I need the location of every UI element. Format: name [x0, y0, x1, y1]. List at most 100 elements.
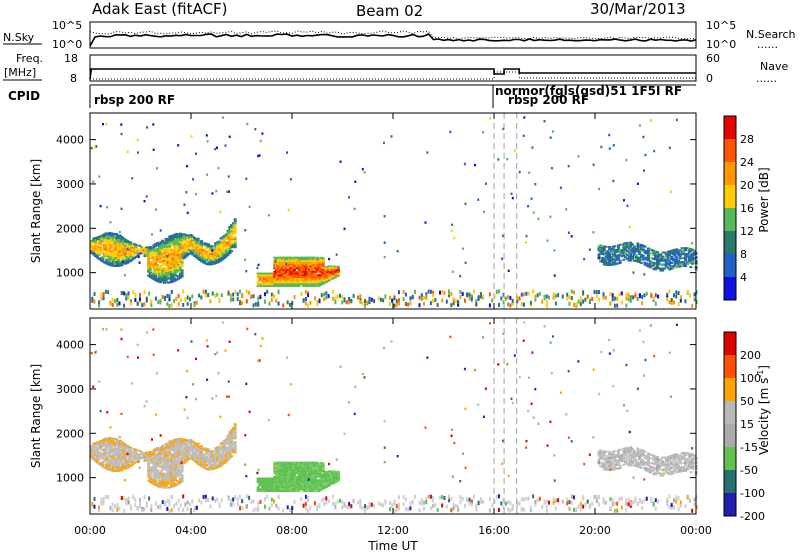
power-echo-cell — [171, 278, 175, 281]
power-echo-cell — [645, 291, 648, 296]
power-echo-cell — [364, 303, 366, 308]
velocity-echo-cell — [101, 463, 105, 466]
power-echo-cell — [673, 262, 677, 265]
power-echo-cell — [194, 242, 198, 245]
velocity-echo-cell — [196, 462, 200, 465]
power-echo-cell — [152, 256, 156, 259]
velocity-echo-cell — [113, 452, 117, 454]
velocity-echo-cell — [592, 368, 595, 371]
power-echo-cell — [530, 197, 533, 200]
power-echo-cell — [189, 234, 193, 236]
velocity-echo-cell — [233, 437, 237, 440]
power-echo-cell — [171, 266, 175, 269]
velocity-echo-cell — [306, 484, 310, 487]
velocity-echo-cell — [124, 457, 128, 460]
power-echo-cell — [184, 297, 187, 302]
velocity-echo-cell — [248, 410, 251, 413]
power-echo-cell — [666, 250, 670, 253]
velocity-echo-cell — [668, 459, 672, 462]
power-echo-cell — [370, 297, 373, 302]
velocity-echo-cell — [212, 463, 216, 466]
velocity-echo-cell — [99, 452, 103, 455]
power-echo-cell — [177, 293, 180, 298]
velocity-echo-cell — [655, 460, 659, 462]
velocity-echo-cell — [184, 454, 188, 457]
velocity-echo-cell — [109, 426, 112, 429]
cpid-label: CPID — [8, 89, 40, 103]
velocity-echo-cell — [106, 442, 110, 445]
power-echo-cell — [684, 249, 688, 252]
velocity-echo-cell — [296, 483, 299, 485]
velocity-echo-cell — [527, 410, 530, 413]
velocity-echo-cell — [154, 450, 158, 453]
power-echo-cell — [166, 249, 170, 252]
power-echo-cell — [122, 245, 126, 248]
velocity-echo-cell — [691, 457, 695, 460]
power-echo-cell — [185, 250, 189, 253]
power-echo-cell — [109, 236, 113, 239]
power-echo-cell — [432, 290, 435, 295]
power-echo-cell — [166, 294, 169, 298]
velocity-echo-cell — [164, 472, 168, 475]
velocity-echo-cell — [136, 455, 140, 458]
power-echo-cell — [307, 303, 310, 308]
velocity-echo-cell — [602, 452, 606, 455]
power-echo-cell — [645, 250, 649, 253]
power-echo-cell — [661, 251, 665, 254]
velocity-echo-cell — [178, 439, 182, 442]
velocity-echo-cell — [634, 463, 638, 465]
power-echo-cell — [221, 244, 225, 247]
velocity-echo-cell — [353, 412, 356, 416]
power-echo-cell — [228, 232, 232, 234]
velocity-echo-cell — [161, 482, 165, 485]
power-echo-cell — [139, 292, 141, 297]
power-echo-cell — [184, 249, 188, 252]
power-echo-cell — [92, 239, 96, 242]
power-echo-cell — [186, 301, 189, 306]
power-echo-cell — [312, 283, 316, 286]
velocity-echo-cell — [259, 344, 262, 348]
power-echo-cell — [92, 247, 96, 250]
velocity-echo-cell — [648, 457, 652, 460]
velocity-echo-cell — [159, 486, 163, 489]
velocity-echo-cell — [219, 464, 223, 467]
power-echo-cell — [608, 252, 612, 254]
power-echo-cell — [173, 277, 177, 280]
velocity-echo-cell — [108, 464, 112, 467]
power-echo-cell — [208, 251, 212, 254]
power-echo-cell — [161, 255, 165, 258]
velocity-echo-cell — [666, 467, 670, 470]
velocity-echo-cell — [136, 506, 139, 511]
power-echo-cell — [679, 295, 682, 300]
power-echo-cell — [196, 239, 200, 242]
velocity-echo-cell — [111, 502, 114, 507]
velocity-echo-cell — [131, 463, 135, 466]
power-echo-cell — [687, 255, 691, 258]
power-echo-cell — [639, 247, 643, 250]
velocity-echo-cell — [108, 446, 112, 449]
power-echo-cell — [185, 248, 189, 251]
power-echo-cell — [157, 300, 160, 305]
velocity-echo-cell — [624, 457, 627, 460]
velocity-echo-cell — [163, 474, 166, 477]
power-echo-cell — [611, 247, 615, 250]
velocity-echo-cell — [618, 458, 622, 461]
velocity-echo-cell — [228, 431, 232, 434]
velocity-echo-cell — [101, 441, 105, 444]
velocity-echo-cell — [647, 468, 650, 471]
power-echo-cell — [184, 255, 188, 258]
velocity-echo-cell — [194, 445, 198, 448]
power-echo-cell — [221, 246, 225, 249]
power-echo-cell — [609, 292, 612, 297]
velocity-echo-cell — [187, 457, 191, 460]
velocity-echo-cell — [106, 446, 110, 449]
velocity-echo-cell — [678, 462, 682, 465]
power-echo-cell — [647, 257, 650, 260]
power-echo-cell — [450, 291, 453, 296]
power-echo-cell — [178, 274, 182, 277]
velocity-echo-cell — [230, 433, 234, 436]
power-echo-cell — [315, 270, 319, 273]
power-echo-cell — [609, 251, 613, 254]
power-echo-cell — [664, 255, 668, 258]
velocity-echo-cell — [92, 385, 95, 388]
